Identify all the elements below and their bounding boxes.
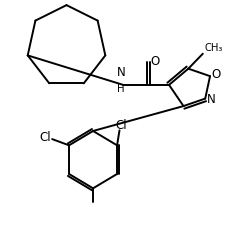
Text: H: H [117, 84, 124, 94]
Text: O: O [212, 68, 221, 81]
Text: O: O [150, 55, 160, 68]
Text: N: N [207, 93, 216, 106]
Text: N: N [116, 66, 125, 79]
Text: CH₃: CH₃ [204, 43, 222, 53]
Text: Cl: Cl [115, 119, 126, 132]
Text: Cl: Cl [39, 131, 51, 144]
